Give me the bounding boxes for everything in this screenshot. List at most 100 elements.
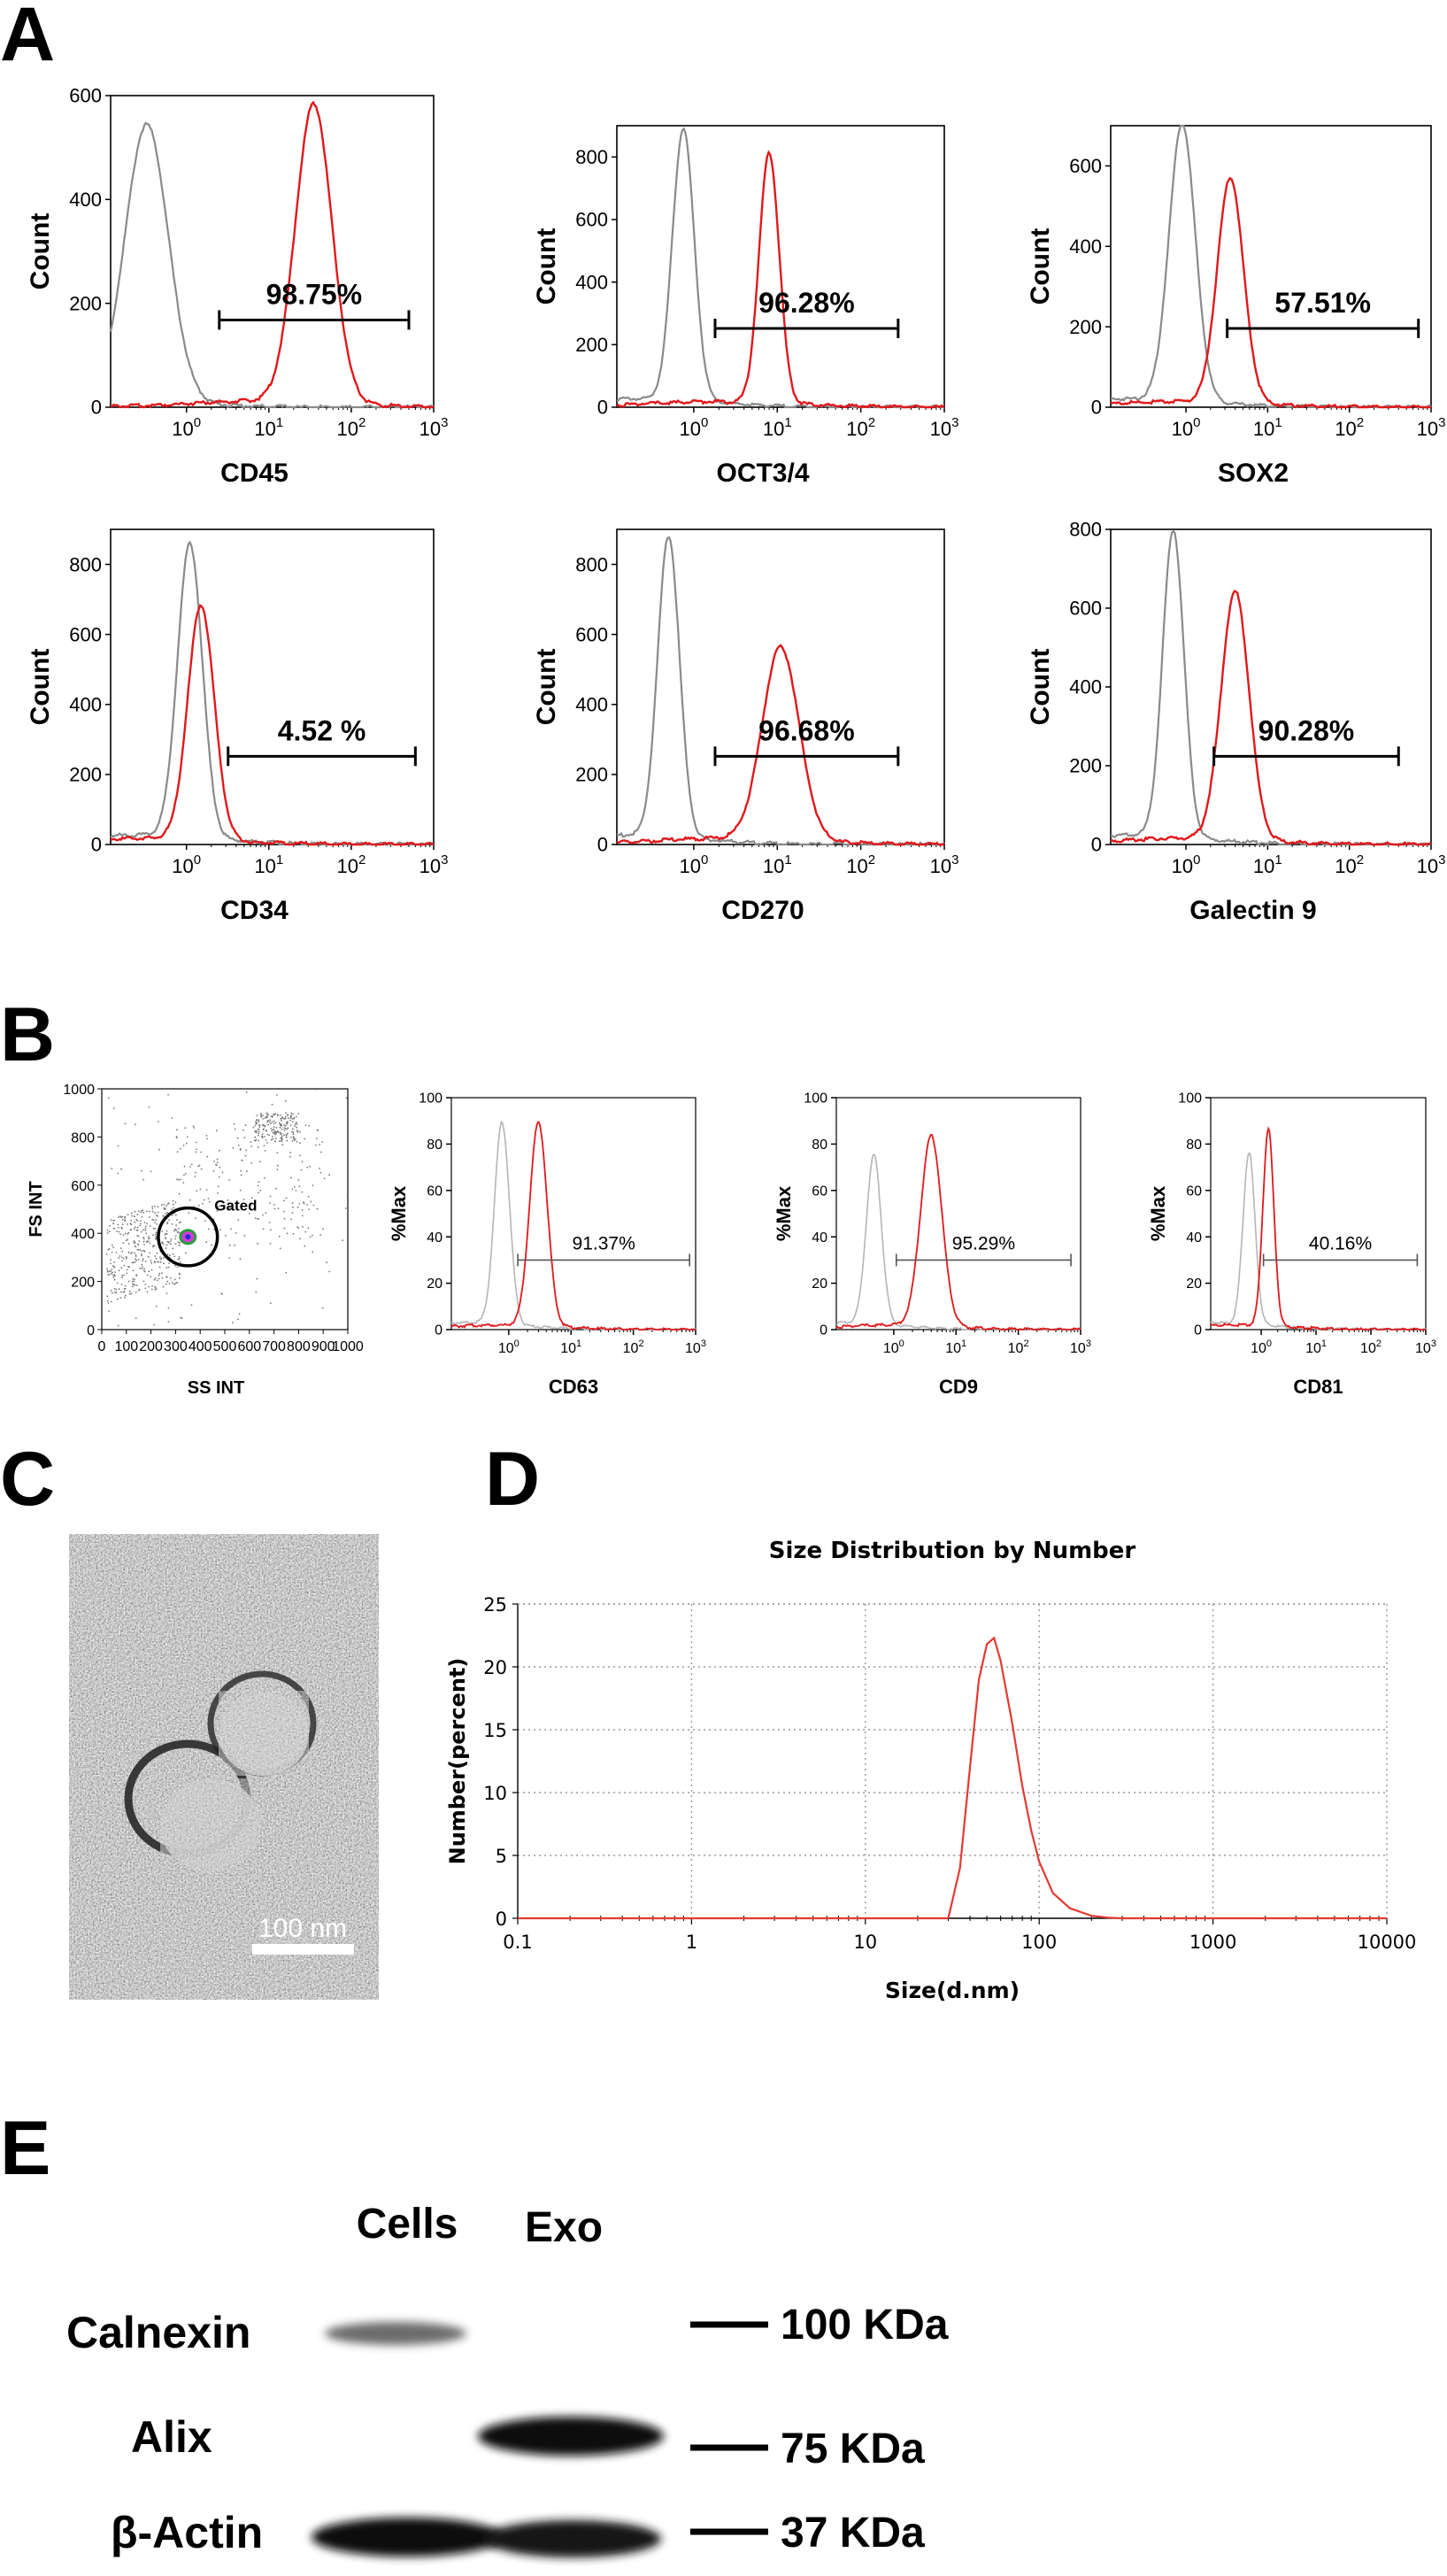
scatter-event — [300, 1168, 303, 1171]
scatter-event — [143, 1244, 145, 1246]
scatter-event — [179, 1241, 181, 1244]
scatter-event — [304, 1124, 307, 1127]
scatter-event — [173, 1203, 174, 1206]
scatter-event — [232, 1146, 235, 1149]
b2-x-tick-label: 100 — [1251, 1338, 1272, 1356]
a0-y-tick-label: 0 — [91, 397, 102, 419]
b0-y-tick-label: 100 — [419, 1091, 443, 1107]
scatter-event — [144, 1284, 147, 1285]
scatter-event — [142, 1229, 144, 1231]
scatter-event — [297, 1179, 300, 1181]
scatter-event — [234, 1128, 236, 1130]
scatter-event — [217, 1206, 219, 1208]
scatter-event — [126, 1269, 128, 1271]
scatter-event — [141, 1253, 143, 1255]
scatter-event — [107, 1248, 110, 1251]
scatter-event — [155, 1258, 158, 1260]
scatter-event — [155, 1238, 158, 1239]
scatter-event — [205, 1135, 208, 1137]
scatter-event — [148, 1270, 150, 1273]
scatter-event — [174, 1265, 176, 1267]
scatter-event — [135, 1284, 138, 1286]
scatter-event — [112, 1222, 114, 1224]
scatter-event — [138, 1289, 140, 1292]
b0-plot-frame — [450, 1097, 697, 1330]
scatter-events — [105, 1088, 349, 1327]
scatter-event — [265, 1129, 267, 1131]
scatter-event — [156, 1223, 158, 1225]
scatter-event — [117, 1223, 119, 1226]
a1-plot-frame — [616, 125, 945, 408]
scatter-event — [139, 1267, 142, 1269]
panel-letter-d: D — [485, 1437, 540, 1522]
scatter-event — [120, 1168, 122, 1170]
scatter-event — [139, 1224, 142, 1227]
scatter-event — [216, 1209, 219, 1212]
scatter-event — [306, 1166, 309, 1168]
scatter-event — [109, 1224, 111, 1227]
scatter-event — [119, 1215, 121, 1217]
scatter-event — [119, 1291, 122, 1293]
scatter-event — [113, 1266, 116, 1269]
scatter-y-axis-label: FS INT — [27, 1181, 46, 1237]
scatter-event — [132, 1285, 134, 1288]
scatter-event — [293, 1139, 296, 1141]
scatter-event — [168, 1242, 171, 1244]
scatter-event — [121, 1250, 124, 1253]
scatter-event — [125, 1256, 127, 1258]
scatter-event — [111, 1168, 113, 1169]
scatter-event — [146, 1222, 148, 1225]
scatter-event — [165, 1267, 168, 1269]
scatter-event — [146, 1240, 149, 1242]
scatter-event — [298, 1203, 301, 1205]
scatter-event — [243, 1234, 246, 1237]
scatter-event — [106, 1295, 108, 1298]
scatter-event — [282, 1117, 285, 1120]
scatter-event — [290, 1112, 293, 1114]
scatter-event — [131, 1252, 134, 1253]
dls-title: Size Distribution by Number — [769, 1538, 1136, 1564]
scatter-event — [215, 1163, 217, 1166]
scatter-event — [296, 1131, 299, 1133]
scatter-event — [292, 1206, 294, 1208]
scatter-event — [124, 1220, 127, 1222]
scatter-event — [166, 1222, 168, 1224]
scatter-event — [178, 1228, 180, 1230]
scatter-event — [127, 1233, 129, 1235]
scatter-event — [149, 1225, 151, 1227]
scatter-event — [266, 1121, 269, 1123]
scatter-event — [178, 1179, 180, 1181]
scatter-event — [316, 1138, 318, 1139]
scatter-event — [152, 1245, 155, 1247]
a2-stained-histogram — [1110, 176, 1431, 409]
scatter-event — [243, 1137, 246, 1138]
scatter-event — [237, 1219, 240, 1222]
scatter-event — [130, 1292, 133, 1295]
b0-x-tick-label: 101 — [560, 1338, 581, 1356]
scatter-event — [136, 1226, 139, 1229]
scatter-event — [151, 1218, 154, 1221]
scatter-event — [287, 1114, 289, 1116]
scatter-event — [179, 1261, 181, 1263]
scatter-event — [264, 1150, 266, 1152]
scatter-event — [166, 1253, 169, 1256]
scatter-event — [265, 1139, 267, 1141]
tem-background — [69, 1534, 379, 2000]
scatter-event — [155, 1288, 158, 1290]
scatter-event — [263, 1145, 266, 1147]
b1-x-axis-label: CD9 — [939, 1376, 978, 1398]
scatter-event — [118, 1227, 119, 1229]
scatter-event — [134, 1261, 136, 1263]
scatter-event — [262, 1124, 265, 1127]
scatter-event — [117, 1145, 119, 1147]
scatter-event — [213, 1161, 216, 1162]
a1-x-tick-label: 101 — [763, 415, 792, 440]
scatter-event — [166, 1280, 169, 1283]
blot-row-label-actin: β-Actin — [111, 2508, 263, 2557]
scatter-event — [151, 1210, 154, 1213]
scatter-event — [292, 1133, 295, 1136]
b0-y-tick-label: 40 — [427, 1230, 443, 1246]
scatter-event — [297, 1113, 300, 1114]
scatter-event — [168, 1219, 171, 1221]
a5-y-tick-label: 200 — [1069, 755, 1102, 777]
